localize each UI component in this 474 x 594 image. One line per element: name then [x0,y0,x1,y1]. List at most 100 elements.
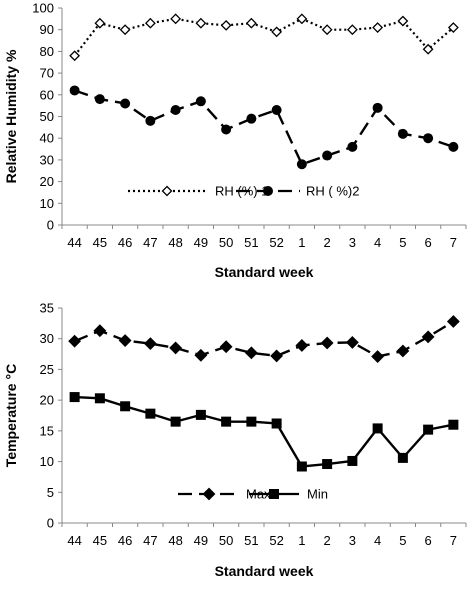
x-tick-label: 47 [143,533,157,548]
data-point [347,141,358,152]
data-point [195,17,207,29]
y-tick-label: 15 [40,423,54,438]
data-point [270,349,284,363]
x-tick-label: 48 [168,235,182,250]
x-tick-label: 44 [67,235,81,250]
data-point [246,113,257,124]
y-tick-label: 30 [40,152,54,167]
data-point [372,102,383,113]
y-tick-label: 35 [40,301,54,316]
x-tick-label: 49 [194,235,208,250]
y-tick-label: 80 [40,44,54,59]
x-tick-label: 51 [244,533,258,548]
series-1 [68,315,460,363]
data-point [322,459,333,470]
x-tick-label: 4 [374,533,381,548]
data-point [296,159,307,170]
data-point [69,392,80,403]
series-line [73,17,455,57]
data-point [93,324,107,338]
x-tick-label: 45 [93,235,107,250]
series-1 [69,13,459,62]
y-tick-label: 10 [40,454,54,469]
x-tick-label: 47 [143,235,157,250]
data-point [169,341,183,355]
data-point [296,461,307,472]
x-tick-label: 1 [298,533,305,548]
series-2 [69,85,459,170]
legend-marker [263,186,273,196]
x-tick-label: 3 [349,533,356,548]
data-point [295,339,309,352]
y-tick-label: 0 [47,218,54,233]
data-point [118,334,132,347]
y-tick-label: 100 [32,1,54,16]
y-tick-label: 20 [40,393,54,408]
x-axis-title: Standard week [215,264,314,280]
y-tick-label: 70 [40,66,54,81]
legend-label: RH ( %)2 [306,184,359,199]
x-tick-label: 50 [219,533,233,548]
data-point [321,24,333,36]
y-tick-label: 50 [40,109,54,124]
data-point [145,115,156,126]
legend: RH (%) 1 RH ( %)2 [128,184,359,199]
data-point [371,350,385,363]
data-point [119,24,131,36]
x-tick-label: 6 [425,533,432,548]
x-tick-label: 52 [269,533,283,548]
data-point [372,423,383,434]
data-point [94,17,106,29]
data-point [120,98,131,109]
y-axis-title: Relative Humidity % [3,49,19,183]
x-tick-label: 4 [374,235,381,250]
x-tick-label: 46 [118,235,132,250]
data-point [170,104,181,115]
data-point [220,19,232,31]
data-point [421,330,435,344]
y-tick-label: 5 [47,485,54,500]
x-tick-label: 7 [450,235,457,250]
data-point [94,94,105,105]
y-tick-label: 25 [40,362,54,377]
data-point [346,24,358,36]
x-tick-label: 7 [450,533,457,548]
series-line [74,320,454,358]
data-point [271,104,282,115]
data-point [68,334,82,348]
data-point [448,141,459,152]
data-point [221,124,232,135]
series-line [74,89,454,166]
data-point [372,22,384,33]
y-tick-label: 60 [40,87,54,102]
data-point [170,13,182,25]
data-point [396,344,410,358]
data-point [322,150,333,161]
data-point [347,455,358,466]
data-point [194,348,208,362]
data-point [246,416,257,427]
x-tick-label: 44 [67,533,81,548]
data-point [143,337,157,351]
data-point [447,22,459,33]
x-tick-label: 52 [269,235,283,250]
x-tick-label: 5 [399,235,406,250]
x-tick-label: 46 [118,533,132,548]
data-point [69,50,81,62]
y-tick-label: 30 [40,331,54,346]
data-point [219,340,233,354]
data-point [296,13,308,25]
data-point [244,346,258,360]
x-tick-label: 51 [244,235,258,250]
data-point [397,452,408,463]
data-point [94,393,105,404]
data-point [345,335,359,349]
x-tick-label: 2 [324,533,331,548]
x-tick-label: 2 [324,235,331,250]
data-point [320,336,334,350]
x-tick-label: 48 [168,533,182,548]
legend-marker [202,487,216,501]
y-tick-label: 20 [40,174,54,189]
